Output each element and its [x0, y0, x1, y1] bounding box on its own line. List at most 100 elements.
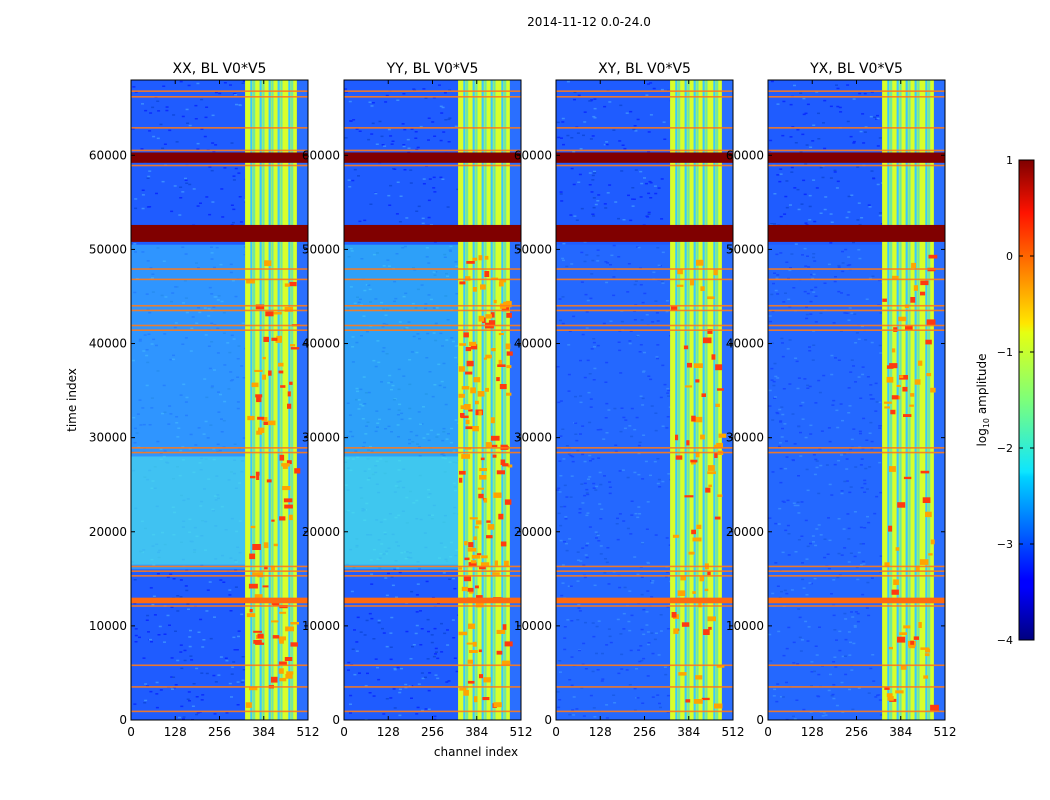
- noise-speckle: [206, 589, 210, 591]
- noise-speckle: [391, 584, 395, 587]
- noise-speckle: [612, 129, 616, 131]
- noise-speckle: [832, 684, 836, 686]
- noise-speckle: [410, 697, 413, 699]
- noise-speckle: [809, 146, 813, 148]
- noise-speckle: [557, 706, 561, 709]
- noise-speckle: [630, 407, 634, 410]
- noise-speckle: [582, 564, 586, 566]
- noise-speckle: [433, 718, 437, 720]
- noise-speckle: [813, 473, 817, 476]
- flag-line: [131, 324, 308, 327]
- rfi-hotspot: [703, 337, 712, 344]
- noise-speckle: [566, 134, 570, 137]
- x-axis-label: channel index: [434, 745, 518, 759]
- flag-line: [131, 686, 308, 688]
- noise-speckle: [179, 596, 183, 598]
- noise-speckle: [793, 84, 796, 87]
- noise-speckle: [452, 577, 456, 580]
- noise-speckle: [163, 641, 166, 643]
- noise-speckle: [837, 518, 841, 520]
- rfi-hotspot: [493, 702, 502, 708]
- noise-speckle: [834, 357, 837, 359]
- x-tick-label: 384: [252, 725, 275, 739]
- noise-speckle: [638, 441, 642, 444]
- noise-speckle: [844, 248, 848, 251]
- noise-speckle: [859, 464, 863, 466]
- noise-speckle: [196, 712, 200, 714]
- noise-speckle: [453, 657, 457, 659]
- noise-speckle: [225, 712, 229, 714]
- noise-speckle: [840, 681, 844, 684]
- rfi-hotspot: [478, 649, 482, 653]
- noise-speckle: [617, 341, 621, 343]
- noise-speckle: [153, 614, 157, 616]
- noise-speckle: [799, 92, 803, 94]
- noise-speckle: [138, 636, 141, 639]
- rfi-hotspot: [476, 553, 482, 556]
- noise-speckle: [228, 589, 232, 591]
- noise-speckle: [433, 191, 437, 193]
- noise-speckle: [387, 572, 390, 575]
- x-tick-label: 512: [297, 725, 320, 739]
- noise-speckle: [776, 174, 780, 176]
- noise-speckle: [837, 264, 841, 267]
- noise-speckle: [599, 545, 603, 547]
- noise-speckle: [603, 143, 607, 146]
- noise-speckle: [624, 419, 628, 421]
- noise-speckle: [594, 203, 598, 206]
- noise-speckle: [557, 487, 561, 489]
- noise-speckle: [817, 695, 821, 698]
- noise-speckle: [365, 619, 369, 622]
- noise-speckle: [849, 135, 853, 138]
- y-tick-label: 20000: [89, 525, 127, 539]
- rfi-hotspot: [672, 534, 680, 538]
- noise-speckle: [833, 629, 837, 631]
- noise-speckle: [409, 658, 413, 660]
- noise-speckle: [235, 103, 238, 106]
- noise-speckle: [651, 652, 655, 655]
- flag-line: [768, 565, 945, 568]
- noise-speckle: [596, 429, 600, 431]
- noise-speckle: [797, 425, 801, 428]
- rfi-hotspot: [468, 562, 477, 567]
- noise-speckle: [569, 214, 573, 216]
- noise-speckle: [616, 538, 620, 541]
- rfi-hotspot: [493, 492, 502, 498]
- noise-speckle: [575, 439, 579, 442]
- noise-speckle: [814, 402, 818, 404]
- rfi-hotspot: [261, 417, 268, 422]
- rfi-hotspot: [461, 386, 470, 390]
- rfi-hotspot: [289, 281, 297, 287]
- noise-speckle: [372, 695, 376, 697]
- noise-speckle: [639, 170, 643, 173]
- noise-speckle: [604, 261, 608, 263]
- noise-speckle: [376, 666, 379, 669]
- panel-image: [768, 80, 945, 720]
- noise-speckle: [776, 293, 780, 295]
- noise-speckle: [592, 487, 596, 489]
- noise-speckle: [608, 635, 612, 638]
- noise-speckle: [200, 672, 204, 674]
- noise-speckle: [866, 376, 870, 378]
- channel-stripe: [484, 80, 487, 720]
- channel-stripe: [696, 80, 699, 720]
- noise-speckle: [395, 596, 398, 598]
- noise-speckle: [661, 251, 665, 254]
- noise-speckle: [434, 674, 438, 676]
- noise-speckle: [556, 366, 560, 368]
- noise-speckle: [779, 421, 782, 423]
- noise-speckle: [841, 419, 844, 422]
- noise-speckle: [151, 604, 155, 606]
- flag-line: [768, 149, 945, 152]
- noise-speckle: [218, 92, 222, 95]
- noise-speckle: [868, 277, 872, 280]
- noise-speckle: [654, 429, 658, 432]
- rfi-hotspot: [903, 414, 912, 417]
- noise-speckle: [821, 176, 825, 179]
- flag-line: [556, 278, 733, 281]
- flag-line: [556, 268, 733, 270]
- noise-speckle: [597, 457, 601, 459]
- noise-speckle: [221, 216, 225, 218]
- noise-speckle: [861, 373, 865, 376]
- noise-speckle: [849, 448, 853, 450]
